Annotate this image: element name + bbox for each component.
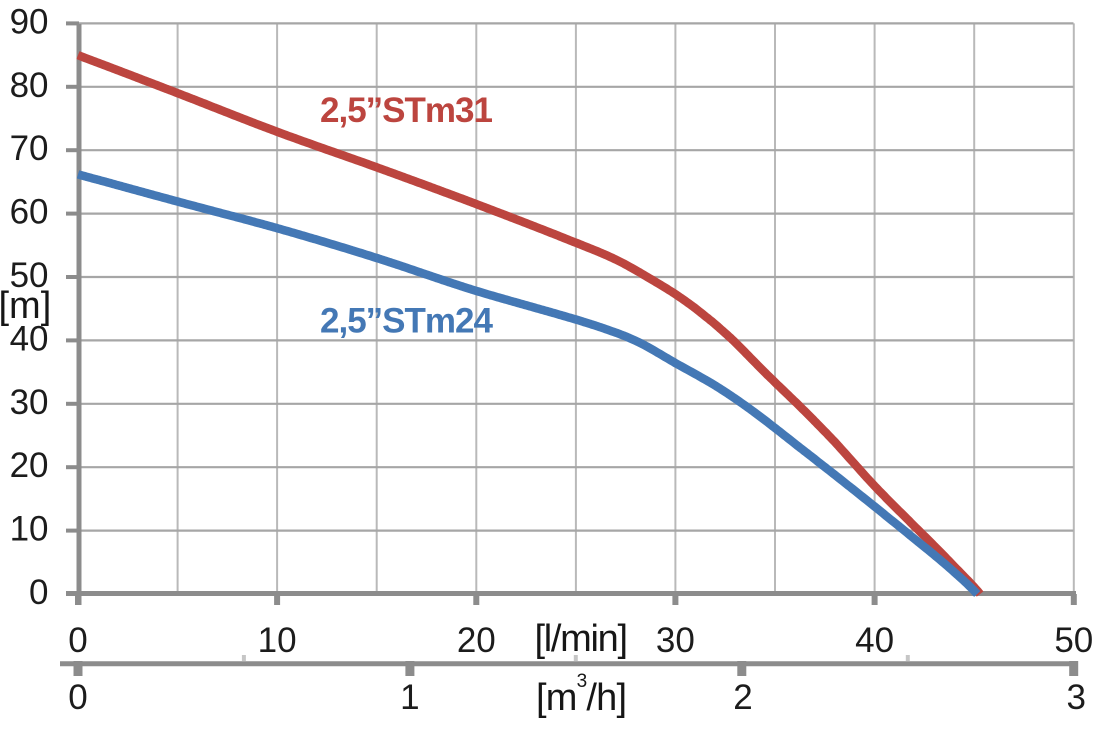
svg-text:40: 40 [855,621,894,660]
svg-text:2: 2 [733,678,752,717]
svg-text:50: 50 [1054,621,1093,660]
svg-text:10: 10 [258,621,297,660]
svg-text:40: 40 [10,319,49,358]
svg-text:[m]: [m] [0,285,51,327]
svg-text:30: 30 [656,621,695,660]
svg-text:2,5”STm31: 2,5”STm31 [320,91,492,130]
svg-text:3: 3 [1066,678,1085,717]
svg-text:2,5”STm24: 2,5”STm24 [320,302,493,341]
svg-text:50: 50 [10,256,49,295]
svg-text:0: 0 [29,573,48,612]
svg-text:[l/min]: [l/min] [535,618,627,660]
svg-text:30: 30 [10,383,49,422]
svg-text:70: 70 [10,129,49,168]
svg-text:80: 80 [10,66,49,105]
svg-text:60: 60 [10,193,49,232]
svg-text:90: 90 [10,2,49,41]
svg-text:0: 0 [68,621,87,660]
svg-text:1: 1 [400,678,419,717]
svg-text:10: 10 [10,510,49,549]
svg-text:20: 20 [10,446,49,485]
svg-text:0: 0 [68,678,87,717]
svg-text:20: 20 [457,621,496,660]
